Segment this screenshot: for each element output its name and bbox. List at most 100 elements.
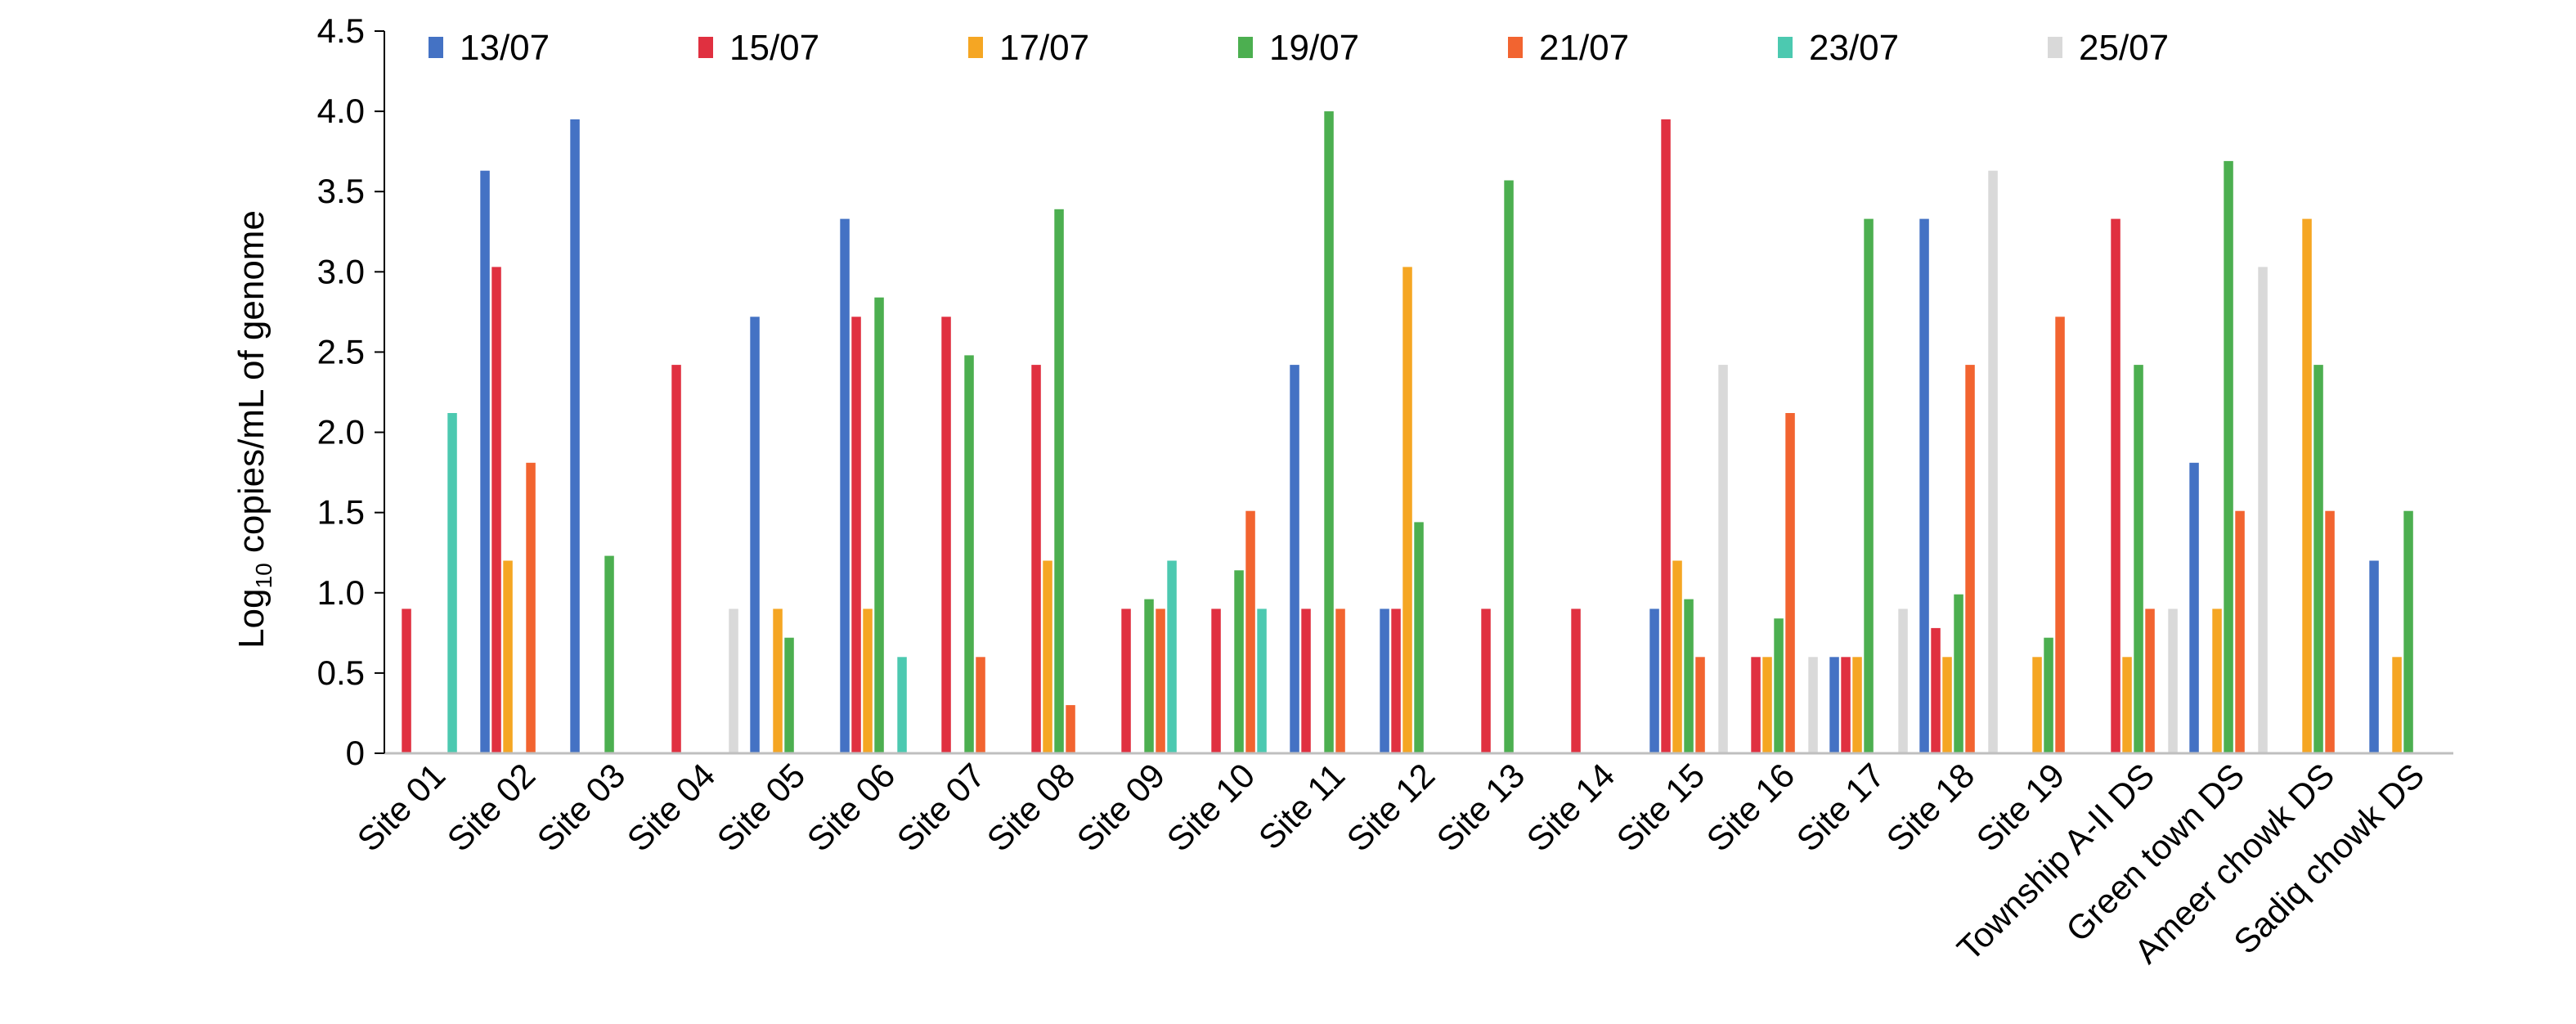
x-tick-label: Site 10 — [1160, 756, 1263, 859]
bar — [1672, 560, 1682, 753]
x-tick-label: Site 01 — [350, 756, 453, 859]
x-tick-label: Site 03 — [530, 756, 633, 859]
y-tick-label: 3.5 — [317, 172, 365, 210]
bar — [1414, 522, 1424, 753]
bar — [671, 365, 681, 753]
x-tick-label: Site 12 — [1340, 756, 1443, 859]
bar — [964, 355, 974, 753]
legend-swatch — [968, 37, 983, 58]
bar — [2212, 609, 2222, 753]
bar — [1301, 609, 1311, 753]
x-tick-label: Site 11 — [1251, 756, 1352, 856]
x-tick-label: Site 09 — [1070, 756, 1173, 859]
bar — [1931, 627, 1941, 753]
x-tick-label: Site 14 — [1519, 756, 1622, 859]
legend-swatch — [1508, 37, 1523, 58]
legend-label: 19/07 — [1269, 28, 1359, 68]
bar — [1481, 609, 1491, 753]
bar — [402, 609, 411, 753]
y-tick-label: 2.0 — [317, 413, 365, 451]
bar — [2122, 657, 2132, 753]
bars — [402, 111, 2413, 754]
bar — [1054, 209, 1064, 754]
legend-swatch — [1778, 37, 1793, 58]
bar — [1380, 609, 1389, 753]
bar — [2168, 609, 2178, 753]
bar — [1290, 365, 1299, 753]
bar — [2235, 510, 2245, 753]
bar — [941, 317, 951, 753]
bar — [1919, 218, 1929, 754]
bar — [447, 413, 457, 753]
bar — [1661, 119, 1671, 753]
bar — [1965, 365, 1975, 753]
bar — [480, 170, 490, 753]
bar — [1774, 618, 1784, 753]
bar — [1808, 657, 1818, 753]
bar — [2145, 609, 2155, 753]
x-tick-label: Site 04 — [620, 756, 723, 859]
bar — [851, 317, 861, 753]
y-axis-ticks: 0 0.5 1.0 1.5 2.0 2.5 3.0 3.5 4.0 4.5 — [317, 11, 384, 772]
bar — [1156, 609, 1165, 753]
bar — [976, 657, 985, 753]
bar — [1571, 609, 1581, 753]
y-tick-label: 0 — [346, 734, 365, 772]
x-tick-label: Site 13 — [1429, 756, 1533, 859]
legend-swatch — [2048, 37, 2062, 58]
bar — [2134, 365, 2143, 753]
y-tick-label: 4.5 — [317, 11, 365, 50]
bar — [863, 609, 873, 753]
y-axis-label-subscript: 10 — [251, 563, 276, 588]
y-axis-label-rest: copies/mL of genome — [231, 210, 272, 563]
bar — [2189, 462, 2199, 753]
y-tick-label: 3.0 — [317, 252, 365, 290]
bar — [1829, 657, 1839, 753]
bar — [2258, 267, 2268, 753]
bar — [840, 218, 850, 754]
bar — [1695, 657, 1705, 753]
x-tick-label: Site 18 — [1879, 756, 1982, 859]
x-tick-label: Site 06 — [800, 756, 903, 859]
y-tick-label: 0.5 — [317, 653, 365, 692]
bar — [1402, 267, 1412, 753]
legend-label: 23/07 — [1809, 28, 1899, 68]
y-tick-label: 1.5 — [317, 493, 365, 532]
legend: 13/07 15/07 17/07 19/07 21/07 23/07 25/07 — [429, 28, 2169, 68]
bar — [1144, 599, 1154, 753]
bar — [784, 637, 794, 753]
bar — [2302, 218, 2312, 754]
bar — [1121, 609, 1131, 753]
x-tick-label: Site 08 — [980, 756, 1083, 859]
bar — [874, 297, 884, 753]
bar — [1066, 705, 1075, 753]
x-tick-label: Site 07 — [890, 756, 993, 859]
bar — [1257, 609, 1267, 753]
bar — [2369, 560, 2379, 753]
bar — [729, 609, 738, 753]
bar — [1954, 594, 1963, 753]
x-tick-label: Site 05 — [710, 756, 813, 859]
bar — [1898, 609, 1908, 753]
bar — [1167, 560, 1177, 753]
bar — [1245, 510, 1255, 753]
bar — [1234, 570, 1244, 753]
bar — [773, 609, 783, 753]
bar — [1718, 365, 1728, 753]
y-tick-label: 1.0 — [317, 573, 365, 612]
bar — [491, 267, 501, 753]
x-tick-label: Site 02 — [440, 756, 543, 859]
y-tick-label: 2.5 — [317, 332, 365, 371]
bar — [2111, 218, 2120, 754]
bar — [1649, 609, 1659, 753]
bar — [2044, 637, 2053, 753]
bar — [1852, 657, 1862, 753]
bar — [1762, 657, 1772, 753]
legend-label: 17/07 — [999, 28, 1089, 68]
x-tick-label: Site 17 — [1789, 756, 1892, 859]
bar — [1785, 413, 1795, 753]
bar — [1391, 609, 1401, 753]
bar — [1841, 657, 1851, 753]
